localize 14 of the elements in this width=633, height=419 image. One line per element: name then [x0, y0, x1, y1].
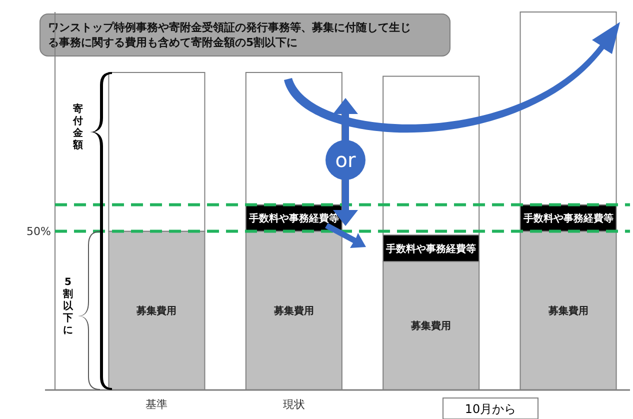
x-tick-label: 基準	[146, 398, 168, 411]
series-label: 募集費用	[136, 305, 177, 318]
text: 募集費用	[274, 306, 314, 318]
text: 手数料や事務経費等	[248, 214, 339, 225]
annotation: 寄付金額	[72, 103, 84, 151]
text: 募集費用	[548, 306, 588, 318]
annotation: 5割以下に	[62, 277, 74, 336]
text: 50%	[26, 225, 51, 238]
annotation: or	[335, 148, 356, 172]
text: 募集費用	[411, 321, 452, 332]
text: 10月から	[464, 402, 516, 416]
text: 手数料や事務経費等	[386, 244, 476, 255]
series-label: 手数料や事務経費等	[522, 212, 614, 225]
x-tick-label: 現状	[282, 398, 305, 411]
